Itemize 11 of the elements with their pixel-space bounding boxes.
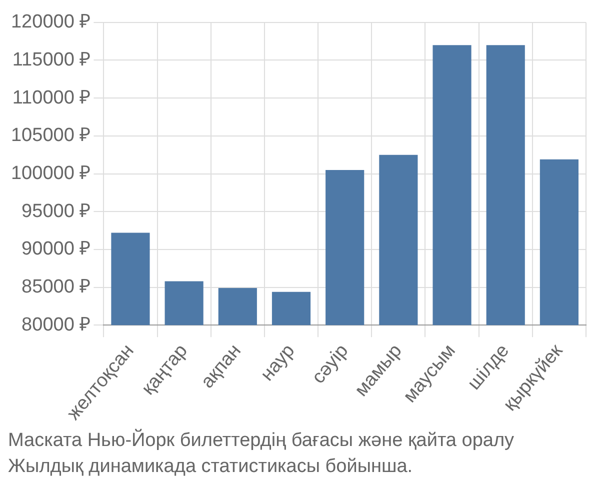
text: Маската Нью-Йорк билеттердің бағасы және қайта оралу (8, 428, 516, 453)
y-tick-label: 80000 ₽ (22, 314, 91, 336)
y-tick-label: 90000 ₽ (22, 238, 91, 260)
y-tick-label: 100000 ₽ (10, 163, 91, 184)
y-tick-label: 120000 ₽ (10, 12, 91, 33)
y-tick-label: 110000 ₽ (12, 87, 91, 108)
text: Жылдық динамикада статистикасы бойынша. (8, 455, 414, 479)
y-tick-label: 105000 ₽ (10, 125, 91, 146)
y-tick-label: 95000 ₽ (22, 200, 91, 222)
y-tick-label: 115000 ₽ (12, 49, 91, 70)
y-tick-label: 85000 ₽ (22, 276, 91, 298)
